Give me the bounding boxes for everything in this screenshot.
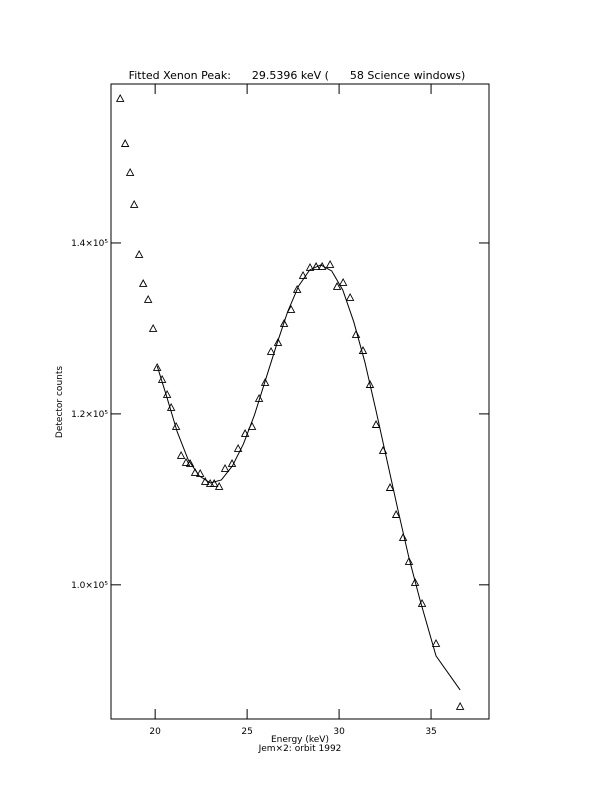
- subtitle: Jem×2: orbit 1992: [258, 744, 342, 754]
- data-point: [138, 279, 148, 287]
- data-point: [332, 282, 342, 290]
- data-point: [214, 482, 224, 490]
- data-point: [404, 556, 414, 565]
- data-point: [279, 319, 289, 327]
- data-point: [129, 199, 139, 208]
- y-tick-label: 1.2×10⁵: [71, 410, 108, 420]
- data-point: [391, 510, 401, 518]
- data-point: [305, 262, 315, 271]
- x-axis-label: Energy (keV): [271, 735, 329, 745]
- data-point: [410, 577, 420, 586]
- plot-frame: [110, 83, 490, 720]
- data-point: [148, 323, 158, 332]
- data-point: [220, 463, 230, 472]
- data-point: [338, 278, 348, 286]
- data-point: [298, 271, 308, 279]
- data-point: [205, 479, 215, 487]
- data-point: [143, 295, 153, 303]
- data-point: [325, 259, 335, 268]
- x-tick-label: 25: [241, 727, 252, 737]
- y-axis-label: Detector counts: [55, 366, 65, 438]
- data-point: [398, 533, 408, 541]
- data-point: [431, 639, 441, 647]
- data-point: [266, 346, 276, 355]
- y-tick-label: 1.4×10⁵: [71, 239, 108, 249]
- data-point: [351, 329, 361, 338]
- data-point: [176, 450, 186, 459]
- data-point: [365, 380, 375, 388]
- data-point: [115, 94, 125, 102]
- x-tick-label: 30: [333, 727, 345, 737]
- data-point: [181, 457, 191, 466]
- data-point: [260, 378, 270, 386]
- data-point: [134, 249, 144, 258]
- x-tick-label: 20: [149, 727, 161, 737]
- data-point: [209, 479, 219, 487]
- data-point: [240, 429, 250, 437]
- data-point: [385, 483, 395, 491]
- data-point: [125, 168, 135, 176]
- chart-title: Fitted Xenon Peak: 29.5396 keV ( 58 Scie…: [129, 69, 466, 82]
- fit-line: [156, 264, 461, 691]
- data-point: [371, 420, 381, 428]
- data-point: [233, 443, 243, 452]
- data-point: [273, 338, 283, 346]
- x-tick-label: 35: [425, 727, 436, 737]
- data-point: [455, 702, 465, 710]
- data-point: [292, 285, 302, 293]
- data-point: [286, 305, 296, 313]
- data-point: [185, 459, 195, 467]
- data-point: [345, 292, 355, 301]
- data-point: [120, 139, 130, 147]
- y-tick-label: 1.0×10⁵: [71, 581, 108, 591]
- data-point: [152, 362, 162, 371]
